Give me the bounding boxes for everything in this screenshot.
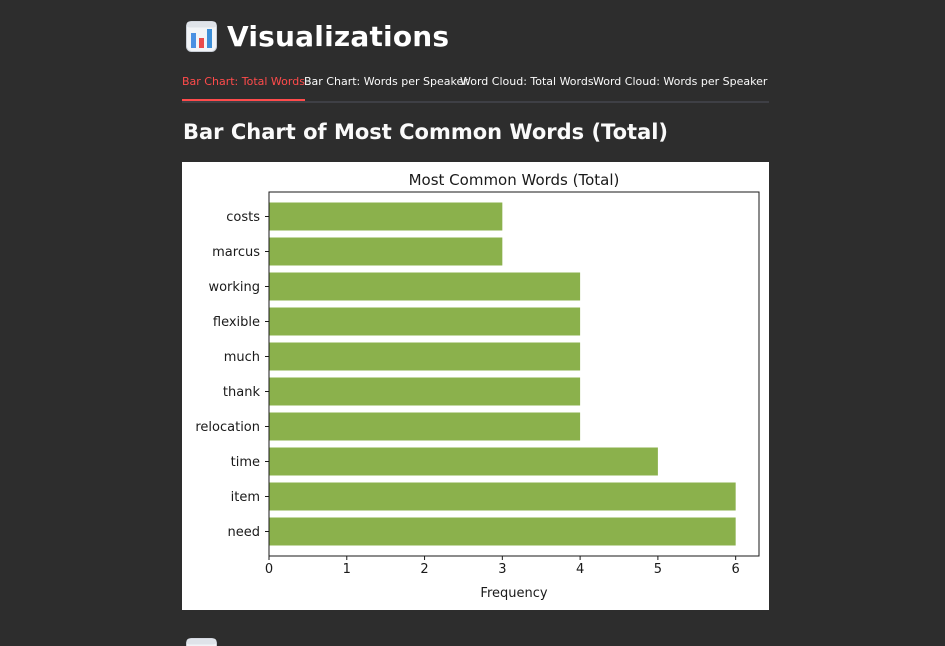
x-tick-label: 4 — [576, 562, 584, 577]
bar-chart-icon — [186, 638, 217, 646]
y-tick-label: much — [224, 350, 260, 365]
chart-image: Most Common Words (Total) costs marcus wor… — [182, 162, 769, 610]
next-section-header — [186, 638, 217, 646]
bar-costs — [269, 202, 503, 231]
bar-time — [269, 447, 658, 476]
bar-much — [269, 342, 581, 371]
x-ticks: 0 1 2 3 4 5 6 — [265, 556, 740, 577]
x-tick-label: 3 — [498, 562, 506, 577]
chart-title: Most Common Words (Total) — [409, 171, 620, 189]
x-tick-label: 2 — [420, 562, 428, 577]
x-tick-label: 5 — [654, 562, 662, 577]
section-heading: Bar Chart of Most Common Words (Total) — [183, 120, 669, 144]
y-tick-label: working — [208, 280, 260, 295]
app-header: Visualizations — [186, 18, 449, 54]
tab-word-cloud-total-words[interactable]: Word Cloud: Total Words — [460, 75, 594, 88]
bar-working — [269, 272, 581, 301]
plot-frame — [268, 191, 760, 557]
page-title: Visualizations — [227, 19, 450, 53]
y-tick-label: flexible — [213, 315, 260, 330]
bar-need — [269, 517, 736, 546]
x-tick-label: 6 — [732, 562, 740, 577]
y-tick-labels: costs marcus working flexible much thank reloc… — [195, 210, 269, 540]
bar-item — [269, 482, 736, 511]
x-tick-label: 1 — [343, 562, 351, 577]
bar-thank — [269, 377, 581, 406]
x-axis-label: Frequency — [480, 586, 547, 601]
y-tick-label: need — [228, 525, 261, 540]
tab-bar: Bar Chart: Total Words Bar Chart: Words … — [182, 70, 769, 103]
tab-bar-chart-words-per-speaker[interactable]: Bar Chart: Words per Speaker — [304, 75, 468, 88]
x-tick-label: 0 — [265, 562, 273, 577]
y-tick-label: time — [231, 455, 260, 470]
y-tick-label: item — [231, 490, 260, 505]
bar-flexible — [269, 307, 581, 336]
y-tick-label: costs — [226, 210, 260, 225]
bar-marcus — [269, 237, 503, 266]
tab-word-cloud-words-per-speaker[interactable]: Word Cloud: Words per Speaker — [593, 75, 768, 88]
y-tick-label: thank — [223, 385, 261, 400]
bars-group — [269, 202, 736, 546]
bar-chart: Most Common Words (Total) costs marcus wor… — [195, 171, 760, 601]
y-tick-label: marcus — [212, 245, 260, 260]
bar-chart-icon — [186, 20, 217, 52]
tab-bar-chart-total-words[interactable]: Bar Chart: Total Words — [182, 75, 305, 101]
bar-relocation — [269, 412, 581, 441]
y-tick-label: relocation — [195, 420, 260, 435]
